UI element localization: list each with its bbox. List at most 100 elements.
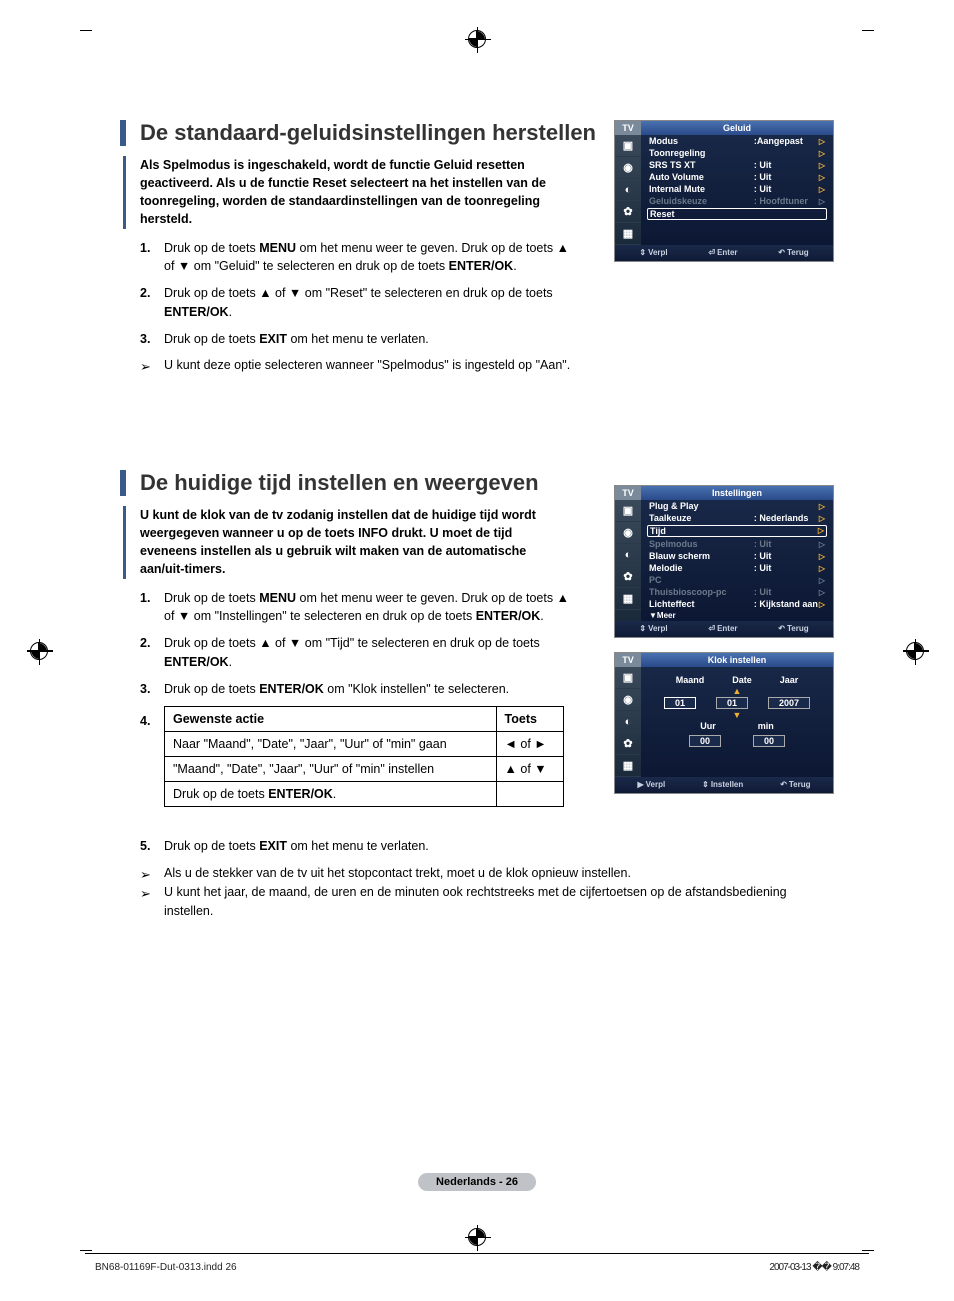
input-icon: ▦ [615,588,641,610]
section1-intro: Als Spelmodus is ingeschakeld, wordt de … [123,156,553,229]
clock-label: min [758,721,774,731]
osd-klok-instellen: TVKlok instellen ▣ ◉ ◐ ✿ ▦ Maand Date Ja… [614,652,834,794]
crop-mark [862,1250,874,1251]
return-icon: ↶ [780,780,787,789]
channel-icon: ◐ [615,711,641,733]
chevron-right-icon: ▷ [819,173,825,182]
print-footer: BN68-01169F-Dut-0313.indd 26 2007-03-13 … [95,1262,859,1273]
osd-row: Toonregeling▷ [641,147,833,159]
footer-filename: BN68-01169F-Dut-0313.indd 26 [95,1262,237,1273]
step4-number: 4. [140,714,150,728]
chevron-right-icon: ▷ [819,564,825,573]
arrow-down-icon: ▼ [645,711,829,719]
page-badge: Nederlands - 26 [418,1173,536,1191]
crop-mark [80,1250,92,1251]
arrow-up-icon: ▲ [645,687,829,695]
osd-row: Thuisbioscoop-pc: Uit▷ [641,586,833,598]
channel-icon: ◐ [615,179,641,201]
table-row: "Maand", "Date", "Jaar", "Uur" of "min" … [165,757,564,782]
table-header: Toets [496,707,563,732]
osd-row: PC▷ [641,574,833,586]
enter-icon: ⏎ [708,248,715,257]
chevron-right-icon: ▷ [819,137,825,146]
osd-selected-row: Tijd▷ [647,525,827,537]
osd-instellingen: TVInstellingen ▣ ◉ ◐ ✿ ▦ Plug & Play▷ Ta… [614,485,834,638]
osd-row: Plug & Play▷ [641,500,833,512]
picture-icon: ▣ [615,135,641,157]
step-text: Druk op de toets ▲ of ▼ om "Reset" te se… [164,286,553,319]
step-item: 2.Druk op de toets ▲ of ▼ om "Reset" te … [140,284,570,322]
move-icon: ⇕ [639,624,646,633]
osd-title: Klok instellen [641,653,833,667]
setup-icon: ✿ [615,733,641,755]
step-text: Druk op de toets MENU om het menu weer t… [164,241,569,274]
move-icon: ⇕ [639,248,646,257]
clock-label: Maand [676,675,705,685]
clock-value: 01 [716,697,748,709]
return-icon: ↶ [778,248,785,257]
osd-geluid: TVGeluid ▣ ◉ ◐ ✿ ▦ Modus:Aangepast▷ Toon… [614,120,834,262]
enter-icon: ⏎ [708,624,715,633]
osd-main: Modus:Aangepast▷ Toonregeling▷ SRS TS XT… [641,135,833,245]
sound-icon: ◉ [615,689,641,711]
footer-timestamp: 2007-03-13 �� 9:07:48 [769,1262,859,1273]
chevron-right-icon: ▷ [819,197,825,206]
step-item: 1.Druk op de toets MENU om het menu weer… [140,589,570,627]
adjust-icon: ⇕ [702,780,709,789]
osd-row: Lichteffect: Kijkstand aan▷ [641,598,833,610]
crop-mark [862,30,874,31]
osd-footer: ⇕Verpl ⏎Enter ↶Terug [615,621,833,637]
section2-note1: Als u de stekker van de tv uit het stopc… [140,864,820,883]
osd-title: Geluid [641,121,833,135]
clock-vals-row1: 01 01 2007 [645,695,829,711]
setup-icon: ✿ [615,201,641,223]
actions-table: Gewenste actieToets Naar "Maand", "Date"… [164,706,564,807]
clock-value: 2007 [768,697,810,709]
section2-intro: U kunt de klok van de tv zodanig instell… [123,506,553,579]
chevron-right-icon: ▷ [819,161,825,170]
section2-steps-after: 5.Druk op de toets EXIT om het menu te v… [140,837,834,856]
chevron-right-icon: ▷ [819,540,825,549]
osd-footer: ⇕Verpl ⏎Enter ↶Terug [615,245,833,261]
step-item: 1.Druk op de toets MENU om het menu weer… [140,239,570,277]
sound-icon: ◉ [615,157,641,179]
chevron-right-icon: ▷ [819,552,825,561]
registration-mark-bottom [468,1228,486,1246]
chevron-right-icon: ▷ [819,149,825,158]
crop-mark [80,30,92,31]
osd-sidebar: ▣ ◉ ◐ ✿ ▦ [615,135,641,245]
chevron-right-icon: ▷ [819,576,825,585]
osd-tv-label: TV [615,121,641,135]
footer-divider [85,1253,869,1254]
channel-icon: ◐ [615,544,641,566]
osd-tv-label: TV [615,486,641,500]
step-text: Druk op de toets MENU om het menu weer t… [164,591,569,624]
osd-more: ▼Meer [641,610,833,621]
step-text: Druk op de toets ENTER/OK om "Klok inste… [164,682,509,696]
picture-icon: ▣ [615,500,641,522]
clock-value: 01 [664,697,696,709]
osd-title: Instellingen [641,486,833,500]
osd-footer: ▶Verpl ⇕Instellen ↶Terug [615,777,833,793]
chevron-right-icon: ▷ [819,600,825,609]
chevron-right-icon: ▷ [819,588,825,597]
step-text: Druk op de toets ▲ of ▼ om "Tijd" te sel… [164,636,540,669]
registration-mark-top [468,30,486,48]
step-item: 3.Druk op de toets ENTER/OK om "Klok ins… [140,680,570,699]
chevron-right-icon: ▷ [819,514,825,523]
picture-icon: ▣ [615,667,641,689]
input-icon: ▦ [615,223,641,245]
clock-value: 00 [753,735,785,747]
section1-note: U kunt deze optie selecteren wanneer "Sp… [140,356,745,375]
osd-row: Auto Volume: Uit▷ [641,171,833,183]
registration-mark-left [30,642,48,660]
return-icon: ↶ [778,624,785,633]
table-row: Druk op de toets ENTER/OK. [165,782,564,807]
osd-row: Spelmodus: Uit▷ [641,538,833,550]
osd-sidebar: ▣ ◉ ◐ ✿ ▦ [615,667,641,777]
osd-sidebar: ▣ ◉ ◐ ✿ ▦ [615,500,641,621]
osd-row: Internal Mute: Uit▷ [641,183,833,195]
osd-clock-area: Maand Date Jaar ▲ 01 01 2007 ▼ Uur min 0… [641,667,833,777]
osd-row: Blauw scherm: Uit▷ [641,550,833,562]
registration-mark-right [906,642,924,660]
